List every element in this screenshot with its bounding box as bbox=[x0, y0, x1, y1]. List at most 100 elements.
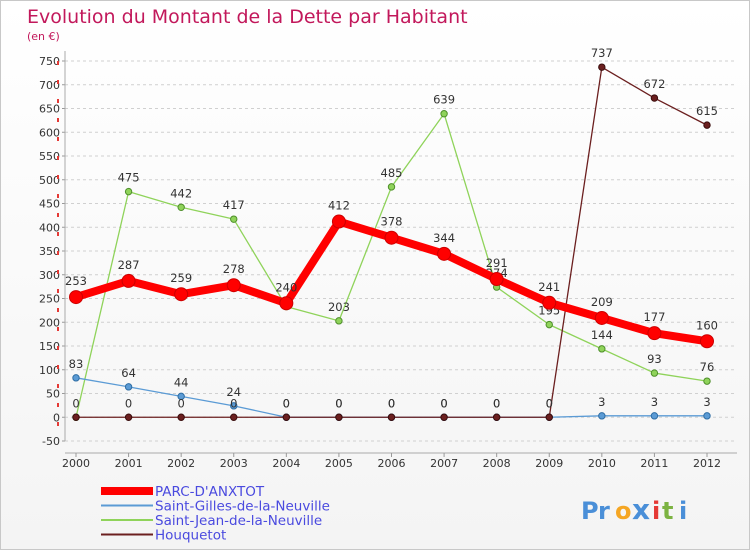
data-point bbox=[647, 326, 662, 341]
grid-lines bbox=[65, 60, 737, 442]
data-point bbox=[124, 383, 133, 391]
data-point bbox=[598, 412, 606, 420]
data-label: 203 bbox=[328, 300, 350, 314]
axis-decoration bbox=[57, 384, 59, 388]
data-point bbox=[174, 287, 189, 302]
data-label: 0 bbox=[72, 396, 79, 410]
axis-decoration bbox=[57, 80, 59, 84]
data-point bbox=[440, 110, 448, 118]
data-point bbox=[121, 273, 136, 288]
x-tick-label: 2004 bbox=[272, 457, 300, 470]
data-label: 240 bbox=[275, 280, 297, 294]
data-label: 64 bbox=[121, 366, 136, 380]
series-3: 0 0 0 0 0 0 0 0 0 0 737 672 615 bbox=[72, 46, 718, 421]
x-tick-label: 2006 bbox=[378, 457, 406, 470]
data-label: 177 bbox=[643, 310, 665, 324]
data-point bbox=[650, 94, 659, 102]
axis-decoration bbox=[57, 346, 59, 350]
data-point bbox=[703, 377, 711, 385]
x-tick-label: 2011 bbox=[640, 457, 668, 470]
axis-decoration bbox=[57, 270, 59, 274]
data-label: 0 bbox=[335, 396, 342, 410]
y-tick-label: 550 bbox=[39, 150, 60, 163]
data-label: 615 bbox=[696, 104, 718, 118]
logo-letter: i bbox=[679, 497, 687, 525]
x-tick-label: 2002 bbox=[167, 457, 195, 470]
data-label: 378 bbox=[381, 215, 403, 229]
axis-decoration bbox=[57, 232, 59, 236]
data-label: 76 bbox=[700, 360, 715, 374]
data-label: 287 bbox=[118, 258, 140, 272]
data-point bbox=[545, 320, 553, 329]
data-label: 475 bbox=[118, 171, 140, 185]
data-point bbox=[331, 214, 346, 229]
y-tick-label: 750 bbox=[39, 55, 60, 68]
data-label: 0 bbox=[440, 396, 447, 410]
data-point bbox=[437, 246, 452, 261]
x-tick-label: 2003 bbox=[220, 457, 248, 470]
data-label: 44 bbox=[174, 375, 189, 389]
logo-letter: t bbox=[662, 497, 673, 525]
data-label: 209 bbox=[591, 295, 613, 309]
axes: -500501001502002503003504004505005506006… bbox=[39, 51, 737, 470]
legend-label: Saint-Jean-de-la-Neuville bbox=[155, 513, 322, 529]
data-point bbox=[335, 413, 343, 421]
y-tick-label: -50 bbox=[42, 435, 60, 448]
data-point bbox=[703, 412, 711, 420]
data-point bbox=[230, 402, 238, 410]
legend: PARC-D'ANXTOTSaint-Gilles-de-la-Neuville… bbox=[101, 484, 330, 544]
data-point bbox=[598, 63, 606, 71]
data-label: 3 bbox=[651, 395, 658, 409]
x-tick-label: 2001 bbox=[115, 457, 143, 470]
logo-letter: o bbox=[615, 497, 632, 525]
data-label: 672 bbox=[643, 77, 665, 91]
axis-decoration bbox=[57, 308, 59, 312]
data-label: 0 bbox=[493, 396, 500, 410]
data-label: 160 bbox=[696, 318, 718, 332]
data-label: 344 bbox=[433, 231, 455, 245]
data-point bbox=[489, 272, 504, 287]
data-point bbox=[72, 413, 80, 421]
data-label: 0 bbox=[178, 396, 185, 410]
axis-decoration bbox=[57, 327, 59, 331]
data-point bbox=[177, 203, 185, 212]
y-tick-label: 100 bbox=[39, 364, 60, 377]
data-label: 639 bbox=[433, 93, 455, 107]
y-tick-label: 50 bbox=[46, 388, 60, 401]
data-label: 412 bbox=[328, 199, 350, 213]
logo-letter: i bbox=[652, 497, 660, 525]
data-point bbox=[598, 345, 606, 353]
data-point bbox=[700, 334, 714, 349]
data-label: 442 bbox=[170, 186, 192, 200]
series-layer: 4754424172034856392741951449376836444240… bbox=[65, 46, 718, 421]
data-point bbox=[124, 413, 133, 421]
data-label: 0 bbox=[283, 396, 290, 410]
data-label: 417 bbox=[223, 198, 245, 212]
data-label: 253 bbox=[65, 274, 87, 288]
y-tick-label: 600 bbox=[39, 126, 60, 139]
data-point bbox=[545, 413, 553, 421]
data-point bbox=[542, 295, 557, 310]
data-point bbox=[230, 215, 238, 223]
series-2: 4754424172034856392741951449376 bbox=[72, 93, 715, 421]
logo-letter: x bbox=[632, 493, 650, 526]
y-tick-label: 650 bbox=[39, 103, 60, 116]
axis-decoration bbox=[57, 175, 59, 179]
axis-decoration bbox=[57, 251, 59, 255]
legend-label: PARC-D'ANXTOT bbox=[155, 484, 265, 500]
data-point bbox=[69, 290, 83, 305]
data-point bbox=[387, 183, 396, 191]
y-tick-label: 300 bbox=[39, 269, 60, 282]
data-label: 24 bbox=[226, 385, 241, 399]
data-label: 0 bbox=[546, 396, 553, 410]
data-label: 0 bbox=[546, 396, 553, 410]
chart-subtitle: (en €) bbox=[27, 30, 60, 43]
data-label: 144 bbox=[591, 328, 613, 342]
axis-decoration bbox=[57, 289, 59, 293]
y-tick-label: 450 bbox=[39, 198, 60, 211]
x-tick-label: 2010 bbox=[588, 457, 616, 470]
series-line bbox=[75, 113, 708, 418]
axis-decoration bbox=[57, 99, 59, 103]
